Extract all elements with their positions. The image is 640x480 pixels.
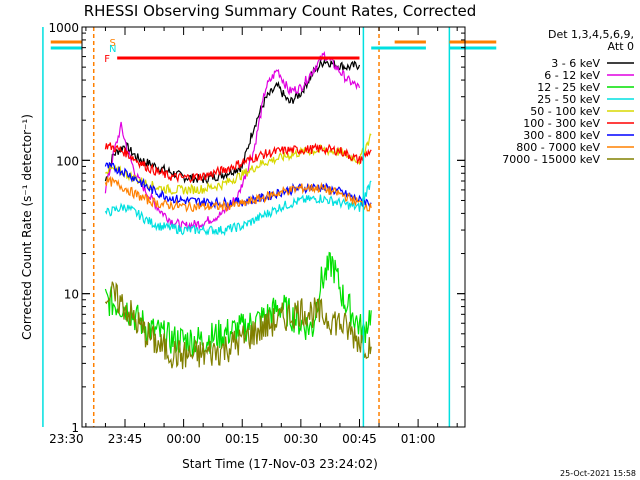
axes: 1 10 100 1000 23:30 23:45 00:00 00:15 00:30 00:45… bbox=[48, 21, 466, 446]
series-line-2 bbox=[104, 251, 372, 356]
chart-title: RHESSI Observing Summary Count Rates, Co… bbox=[84, 2, 477, 20]
y-tick-label: 1000 bbox=[48, 21, 79, 35]
footer-date: 25-Oct-2021 15:58 bbox=[560, 469, 636, 478]
series-line-6 bbox=[104, 161, 372, 210]
legend-entry-label: 25 - 50 keV bbox=[537, 93, 600, 106]
plot-clip-group bbox=[104, 51, 372, 370]
x-tick-label: 23:30 bbox=[49, 432, 84, 446]
x-tick-label: 00:15 bbox=[225, 432, 260, 446]
y-tick-label: 1 bbox=[71, 421, 79, 435]
legend-entry-label: 7000 - 15000 keV bbox=[502, 153, 600, 166]
x-tick-label: 00:45 bbox=[342, 432, 377, 446]
series-line-3 bbox=[104, 180, 372, 237]
y-tick-label: 100 bbox=[56, 154, 79, 168]
legend-entry-label: 12 - 25 keV bbox=[537, 81, 600, 94]
x-tick-label: 00:30 bbox=[284, 432, 319, 446]
plot-frame bbox=[81, 26, 466, 428]
y-axis-label: Corrected Count Rate (s⁻¹ detector⁻¹) bbox=[20, 114, 34, 340]
legend-header: Att 0 bbox=[608, 40, 634, 53]
x-tick-label: 23:45 bbox=[108, 432, 143, 446]
plot-area: SNF bbox=[42, 27, 497, 427]
y-tick-label: 10 bbox=[64, 288, 79, 302]
flag-label-F: F bbox=[104, 54, 110, 65]
flag-label-S: S bbox=[110, 38, 116, 49]
series-line-7 bbox=[104, 175, 372, 213]
legend-entry-label: 6 - 12 keV bbox=[544, 69, 600, 82]
series-line-8 bbox=[104, 281, 372, 370]
legend-entry-label: 100 - 300 keV bbox=[523, 117, 600, 130]
x-tick-label: 00:00 bbox=[166, 432, 201, 446]
flag-label-N: N bbox=[109, 44, 116, 55]
legend-entry-label: 50 - 100 keV bbox=[530, 105, 600, 118]
legend-entry-label: 800 - 7000 keV bbox=[516, 141, 600, 154]
series-line-5 bbox=[104, 142, 372, 184]
x-axis-label: Start Time (17-Nov-03 23:24:02) bbox=[182, 457, 378, 471]
legend-entry-label: 3 - 6 keV bbox=[551, 57, 600, 70]
legend-entry-label: 300 - 800 keV bbox=[523, 129, 600, 142]
x-tick-label: 01:00 bbox=[401, 432, 436, 446]
legend-header: Det 1,3,4,5,6,9, bbox=[548, 28, 634, 41]
